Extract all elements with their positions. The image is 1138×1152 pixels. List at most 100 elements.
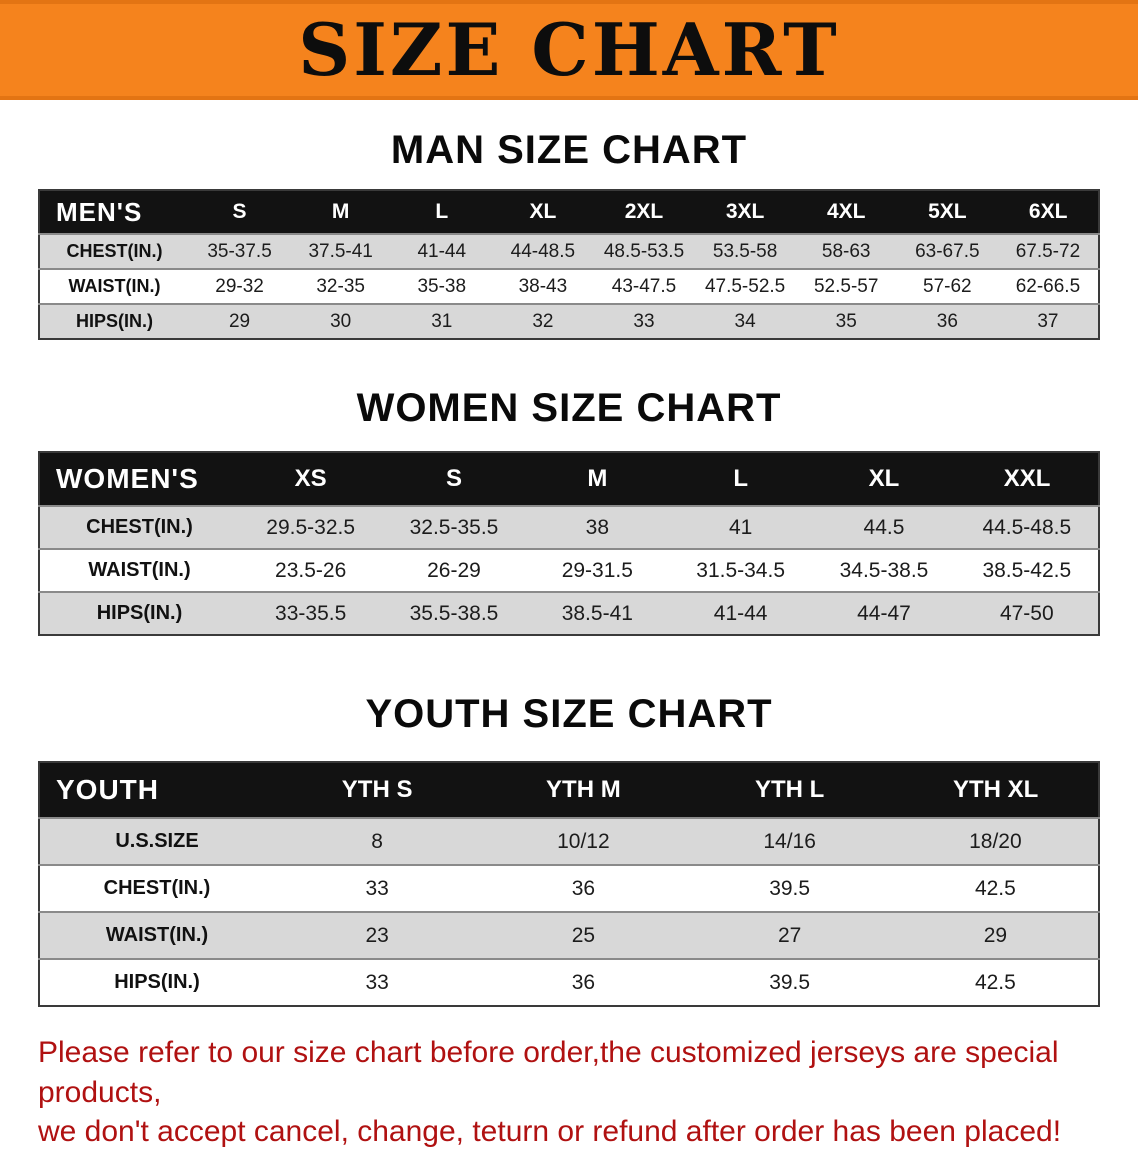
size-value-cell: 34 bbox=[734, 310, 756, 332]
size-value-cell: 23.5-26 bbox=[275, 558, 347, 582]
size-header-cell: YTH M bbox=[479, 761, 688, 819]
size-header-cell: 2XL bbox=[592, 189, 696, 235]
size-value-cell: 26-29 bbox=[427, 558, 481, 582]
size-value-cell: 23 bbox=[365, 923, 389, 947]
size-value-cell: 37 bbox=[1037, 310, 1059, 332]
size-value-cell: 38.5-42.5 bbox=[982, 558, 1072, 582]
size-value-cell: 33 bbox=[633, 310, 655, 332]
table-row: U.S.SIZE 8 10/12 14/16 18/20 bbox=[39, 818, 1099, 865]
size-header-cell: YTH S bbox=[273, 761, 481, 819]
row-label-cell: WAIST(IN.) bbox=[105, 924, 209, 946]
table-row: CHEST(IN.) 35-37.5 37.5-41 41-44 44-48.5 48.5… bbox=[39, 234, 1099, 269]
table-header-row: YOUTH YTH S YTH M YTH L YTH XL bbox=[38, 761, 1100, 819]
table-header-row: WOMEN'S XS S M L XL XXL bbox=[38, 451, 1100, 507]
size-value-cell: 41 bbox=[728, 515, 753, 539]
size-value-cell: 38.5-41 bbox=[561, 601, 633, 625]
table-row: CHEST(IN.) 29.5-32.5 32.5-35.5 38 41 44.5 44.5… bbox=[39, 506, 1099, 549]
size-value-cell: 31.5-34.5 bbox=[696, 558, 786, 582]
table-row: WAIST(IN.) 23 25 27 29 bbox=[39, 912, 1099, 959]
size-value-cell: 8 bbox=[371, 829, 383, 853]
size-value-cell: 32.5-35.5 bbox=[409, 515, 499, 539]
size-header-cell: 3XL bbox=[694, 189, 797, 235]
size-value-cell: 42.5 bbox=[974, 970, 1016, 994]
table-row: HIPS(IN.) 29 30 31 32 33 34 35 36 37 bbox=[39, 304, 1099, 339]
size-value-cell: 33 bbox=[365, 970, 389, 994]
table-row: WAIST(IN.) 23.5-26 26-29 29-31.5 31.5-34.5 34… bbox=[39, 549, 1099, 592]
women-size-table: WOMEN'S XS S M L XL XXL CHEST(IN.) 29.5-32.5 32.5… bbox=[38, 451, 1100, 636]
size-header-cell: L bbox=[668, 451, 813, 507]
disclaimer-text: Please refer to our size chart before or… bbox=[38, 1033, 1114, 1152]
size-value-cell: 35 bbox=[835, 310, 857, 332]
table-row: CHEST(IN.) 33 36 39.5 42.5 bbox=[39, 865, 1099, 912]
men-size-section: MAN SIZE CHART MEN'S S M L XL 2XL 3XL 4XL 5XL 6XL… bbox=[0, 128, 1138, 340]
size-header-cell: XL bbox=[491, 189, 594, 235]
size-value-cell: 52.5-57 bbox=[813, 275, 879, 297]
size-value-cell: 38 bbox=[585, 515, 609, 539]
size-value-cell: 58-63 bbox=[821, 240, 871, 262]
row-label-cell: U.S.SIZE bbox=[115, 830, 199, 852]
size-value-cell: 42.5 bbox=[974, 876, 1016, 900]
table-title-cell: MEN'S bbox=[38, 189, 190, 235]
size-value-cell: 33 bbox=[365, 876, 389, 900]
size-value-cell: 44.5 bbox=[863, 515, 905, 539]
size-value-cell: 53.5-58 bbox=[712, 240, 778, 262]
size-value-cell: 18/20 bbox=[969, 829, 1022, 853]
youth-section-heading: YOUTH SIZE CHART bbox=[365, 692, 773, 736]
size-value-cell: 35-37.5 bbox=[207, 240, 272, 262]
size-header-cell: 4XL bbox=[795, 189, 898, 235]
size-value-cell: 36 bbox=[936, 310, 958, 332]
row-label-cell: HIPS(IN.) bbox=[96, 602, 183, 624]
size-value-cell: 34.5-38.5 bbox=[839, 558, 929, 582]
size-value-cell: 10/12 bbox=[557, 829, 610, 853]
size-value-cell: 30 bbox=[330, 310, 352, 332]
size-value-cell: 35.5-38.5 bbox=[409, 601, 499, 625]
row-label-cell: CHEST(IN.) bbox=[86, 516, 193, 538]
size-value-cell: 32 bbox=[532, 310, 554, 332]
size-header-cell: M bbox=[289, 189, 392, 235]
size-header-cell: YTH L bbox=[685, 761, 894, 819]
men-size-table: MEN'S S M L XL 2XL 3XL 4XL 5XL 6XL CHEST(IN.) 35-37… bbox=[38, 189, 1100, 340]
size-value-cell: 25 bbox=[571, 923, 596, 947]
size-value-cell: 29-31.5 bbox=[561, 558, 633, 582]
table-row: HIPS(IN.) 33-35.5 35.5-38.5 38.5-41 41-44 44-… bbox=[39, 592, 1099, 635]
size-value-cell: 37.5-41 bbox=[308, 240, 373, 262]
size-value-cell: 33-35.5 bbox=[275, 601, 347, 625]
size-value-cell: 43-47.5 bbox=[611, 275, 677, 297]
size-header-cell: L bbox=[390, 189, 493, 235]
table-title-cell: YOUTH bbox=[38, 761, 275, 819]
size-header-cell: 6XL bbox=[997, 189, 1100, 235]
size-header-cell: XL bbox=[811, 451, 957, 507]
row-label-cell: WAIST(IN.) bbox=[68, 276, 161, 296]
table-title-cell: WOMEN'S bbox=[38, 451, 240, 507]
size-value-cell: 44-48.5 bbox=[510, 240, 576, 262]
size-value-cell: 63-67.5 bbox=[915, 240, 980, 262]
size-value-cell: 14/16 bbox=[763, 829, 816, 853]
size-header-cell: S bbox=[381, 451, 527, 507]
table-header-row: MEN'S S M L XL 2XL 3XL 4XL 5XL 6XL bbox=[38, 189, 1100, 235]
row-label-cell: HIPS(IN.) bbox=[75, 311, 153, 331]
size-value-cell: 29 bbox=[228, 310, 251, 332]
youth-size-table: YOUTH YTH S YTH M YTH L YTH XL U.S.SIZE 8 10/12… bbox=[38, 761, 1100, 1007]
size-value-cell: 38-43 bbox=[518, 275, 568, 297]
size-value-cell: 44.5-48.5 bbox=[982, 515, 1072, 539]
youth-size-section: YOUTH SIZE CHART YOUTH YTH S YTH M YTH L YTH… bbox=[0, 692, 1138, 1007]
size-value-cell: 29.5-32.5 bbox=[266, 515, 356, 539]
size-header-cell: M bbox=[525, 451, 670, 507]
size-value-cell: 39.5 bbox=[769, 876, 811, 900]
page-title: SIZE CHART bbox=[298, 7, 840, 92]
size-value-cell: 41-44 bbox=[417, 240, 467, 262]
size-value-cell: 47-50 bbox=[999, 601, 1054, 625]
size-value-cell: 67.5-72 bbox=[1015, 240, 1081, 262]
size-header-cell: YTH XL bbox=[892, 761, 1100, 819]
size-value-cell: 29-32 bbox=[215, 275, 264, 297]
table-row: WAIST(IN.) 29-32 32-35 35-38 38-43 43-47.5 47.… bbox=[39, 269, 1099, 304]
size-value-cell: 29 bbox=[983, 923, 1008, 947]
size-value-cell: 57-62 bbox=[923, 275, 972, 297]
size-value-cell: 27 bbox=[777, 923, 802, 947]
row-label-cell: WAIST(IN.) bbox=[88, 559, 191, 581]
men-section-heading: MAN SIZE CHART bbox=[390, 128, 748, 172]
size-value-cell: 32-35 bbox=[316, 275, 365, 297]
size-header-cell: XXL bbox=[955, 451, 1100, 507]
row-label-cell: CHEST(IN.) bbox=[66, 241, 163, 261]
women-size-section: WOMEN SIZE CHART WOMEN'S XS S M L XL XXL CHEST(… bbox=[0, 386, 1138, 636]
